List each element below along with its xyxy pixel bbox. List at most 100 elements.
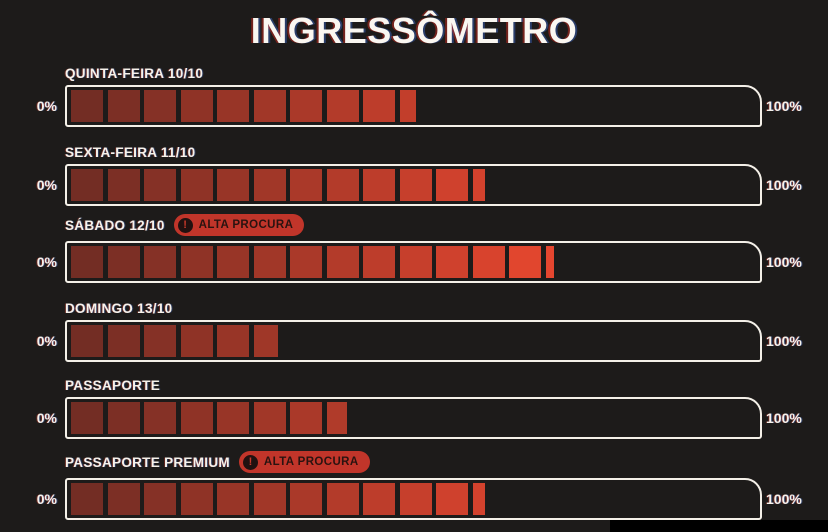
progress-segment bbox=[326, 402, 347, 434]
progress-track bbox=[65, 478, 762, 520]
scale-min-label: 0% bbox=[36, 491, 57, 507]
progress-segment bbox=[144, 483, 176, 515]
progress-segment bbox=[399, 246, 432, 278]
progress-segment bbox=[71, 483, 103, 515]
meter-header: DOMINGO 13/10 bbox=[65, 297, 172, 319]
meter-header: PASSAPORTE bbox=[65, 374, 160, 396]
progress-segment bbox=[290, 169, 322, 201]
progress-segment bbox=[363, 169, 395, 201]
scale-min-label: 0% bbox=[36, 410, 57, 426]
meter-row-quinta: QUINTA-FEIRA 10/10 0% 100% bbox=[0, 62, 828, 132]
progress-segment bbox=[71, 402, 103, 434]
progress-segment bbox=[144, 402, 176, 434]
progress-segment bbox=[509, 246, 541, 278]
progress-segment bbox=[71, 90, 103, 122]
scale-max-label: 100% bbox=[766, 410, 802, 426]
progress-segment bbox=[399, 483, 432, 515]
progress-segment bbox=[363, 483, 395, 515]
progress-segment bbox=[545, 246, 554, 278]
progress-segment bbox=[180, 90, 213, 122]
progress-segment bbox=[399, 90, 416, 122]
progress-segment bbox=[180, 325, 213, 357]
high-demand-label: ALTA PROCURA bbox=[198, 219, 294, 231]
progress-segment bbox=[217, 325, 249, 357]
scale-max-label: 100% bbox=[766, 491, 802, 507]
high-demand-badge: ! ALTA PROCURA bbox=[173, 214, 305, 236]
progress-segment bbox=[290, 246, 322, 278]
progress-track bbox=[65, 164, 762, 206]
progress-segment bbox=[363, 246, 395, 278]
progress-segment bbox=[180, 246, 213, 278]
progress-segment bbox=[326, 483, 359, 515]
high-demand-label: ALTA PROCURA bbox=[263, 456, 359, 468]
scale-min-label: 0% bbox=[36, 177, 57, 193]
progress-segment bbox=[217, 246, 249, 278]
progress-segment bbox=[290, 90, 322, 122]
progress-segment bbox=[144, 169, 176, 201]
progress-segment bbox=[107, 483, 140, 515]
progress-segment bbox=[326, 169, 359, 201]
meter-label: SÁBADO 12/10 bbox=[65, 217, 165, 233]
scale-max-label: 100% bbox=[766, 333, 802, 349]
progress-segment bbox=[326, 246, 359, 278]
progress-segment bbox=[472, 169, 485, 201]
page-title: INGRESSÔMETRO bbox=[250, 10, 578, 51]
progress-track bbox=[65, 397, 762, 439]
bottom-edge-strip bbox=[610, 520, 828, 532]
progress-segment bbox=[253, 246, 286, 278]
progress-segment bbox=[472, 246, 505, 278]
progress-segment bbox=[472, 483, 485, 515]
meter-header: PASSAPORTE PREMIUM ! ALTA PROCURA bbox=[65, 451, 370, 473]
alert-icon: ! bbox=[242, 454, 258, 470]
progress-segment bbox=[107, 169, 140, 201]
scale-max-label: 100% bbox=[766, 254, 802, 270]
progress-segment bbox=[144, 90, 176, 122]
meter-label: SEXTA-FEIRA 11/10 bbox=[65, 144, 196, 160]
progress-track bbox=[65, 241, 762, 283]
progress-segment bbox=[290, 402, 322, 434]
progress-segment bbox=[180, 483, 213, 515]
progress-segment bbox=[399, 169, 432, 201]
meter-row-passaporte: PASSAPORTE 0% 100% bbox=[0, 374, 828, 444]
progress-segment bbox=[107, 246, 140, 278]
progress-segment bbox=[107, 402, 140, 434]
progress-segment bbox=[180, 402, 213, 434]
progress-segment bbox=[217, 483, 249, 515]
progress-segment bbox=[144, 246, 176, 278]
scale-min-label: 0% bbox=[36, 98, 57, 114]
meter-header: QUINTA-FEIRA 10/10 bbox=[65, 62, 203, 84]
progress-segment bbox=[107, 325, 140, 357]
meter-label: QUINTA-FEIRA 10/10 bbox=[65, 65, 204, 81]
meter-label: DOMINGO 13/10 bbox=[65, 300, 173, 316]
meter-header: SEXTA-FEIRA 11/10 bbox=[65, 141, 195, 163]
alert-icon: ! bbox=[177, 217, 193, 233]
progress-segment bbox=[436, 169, 468, 201]
progress-segment bbox=[107, 90, 140, 122]
progress-track bbox=[65, 85, 762, 127]
progress-segment bbox=[326, 90, 359, 122]
progress-segment bbox=[290, 483, 322, 515]
meter-row-sexta: SEXTA-FEIRA 11/10 0% 100% bbox=[0, 141, 828, 211]
progress-segment bbox=[363, 90, 395, 122]
meter-row-passaporte-premium: PASSAPORTE PREMIUM ! ALTA PROCURA 0% 100… bbox=[0, 451, 828, 521]
progress-segment bbox=[217, 90, 249, 122]
progress-segment bbox=[217, 169, 249, 201]
scale-min-label: 0% bbox=[36, 333, 57, 349]
progress-segment bbox=[436, 483, 468, 515]
progress-segment bbox=[217, 402, 249, 434]
high-demand-badge: ! ALTA PROCURA bbox=[238, 451, 370, 473]
scale-max-label: 100% bbox=[766, 177, 802, 193]
progress-segment bbox=[71, 169, 103, 201]
progress-segment bbox=[436, 246, 468, 278]
progress-segment bbox=[253, 325, 278, 357]
meter-label: PASSAPORTE PREMIUM bbox=[65, 454, 230, 470]
progress-segment bbox=[253, 169, 286, 201]
scale-max-label: 100% bbox=[766, 98, 802, 114]
progress-segment bbox=[253, 483, 286, 515]
meter-row-domingo: DOMINGO 13/10 0% 100% bbox=[0, 297, 828, 367]
progress-segment bbox=[144, 325, 176, 357]
progress-segment bbox=[71, 246, 103, 278]
progress-segment bbox=[253, 90, 286, 122]
meter-label: PASSAPORTE bbox=[65, 377, 161, 393]
